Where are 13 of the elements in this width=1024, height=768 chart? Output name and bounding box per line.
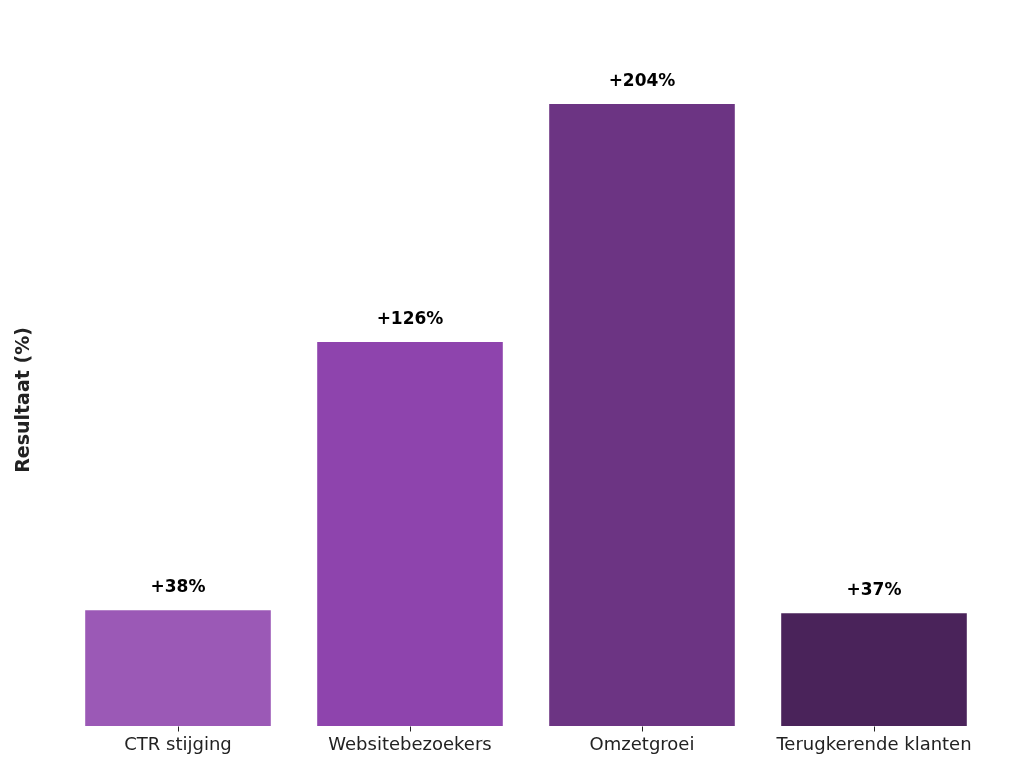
x-tick-label: Omzetgroei [589,732,695,754]
x-tick-label: CTR stijging [124,732,232,754]
data-label: +204% [608,70,676,91]
data-label: +38% [150,576,206,597]
x-tick-label: Websitebezoekers [328,732,492,754]
bar [781,613,967,726]
data-label: +126% [376,307,444,328]
x-tick-label: Terugkerende klanten [775,732,972,754]
bar [85,610,271,726]
y-axis-title: Resultaat (%) [10,327,33,473]
bar [549,104,735,726]
bar [317,341,503,726]
data-label: +37% [846,579,902,600]
